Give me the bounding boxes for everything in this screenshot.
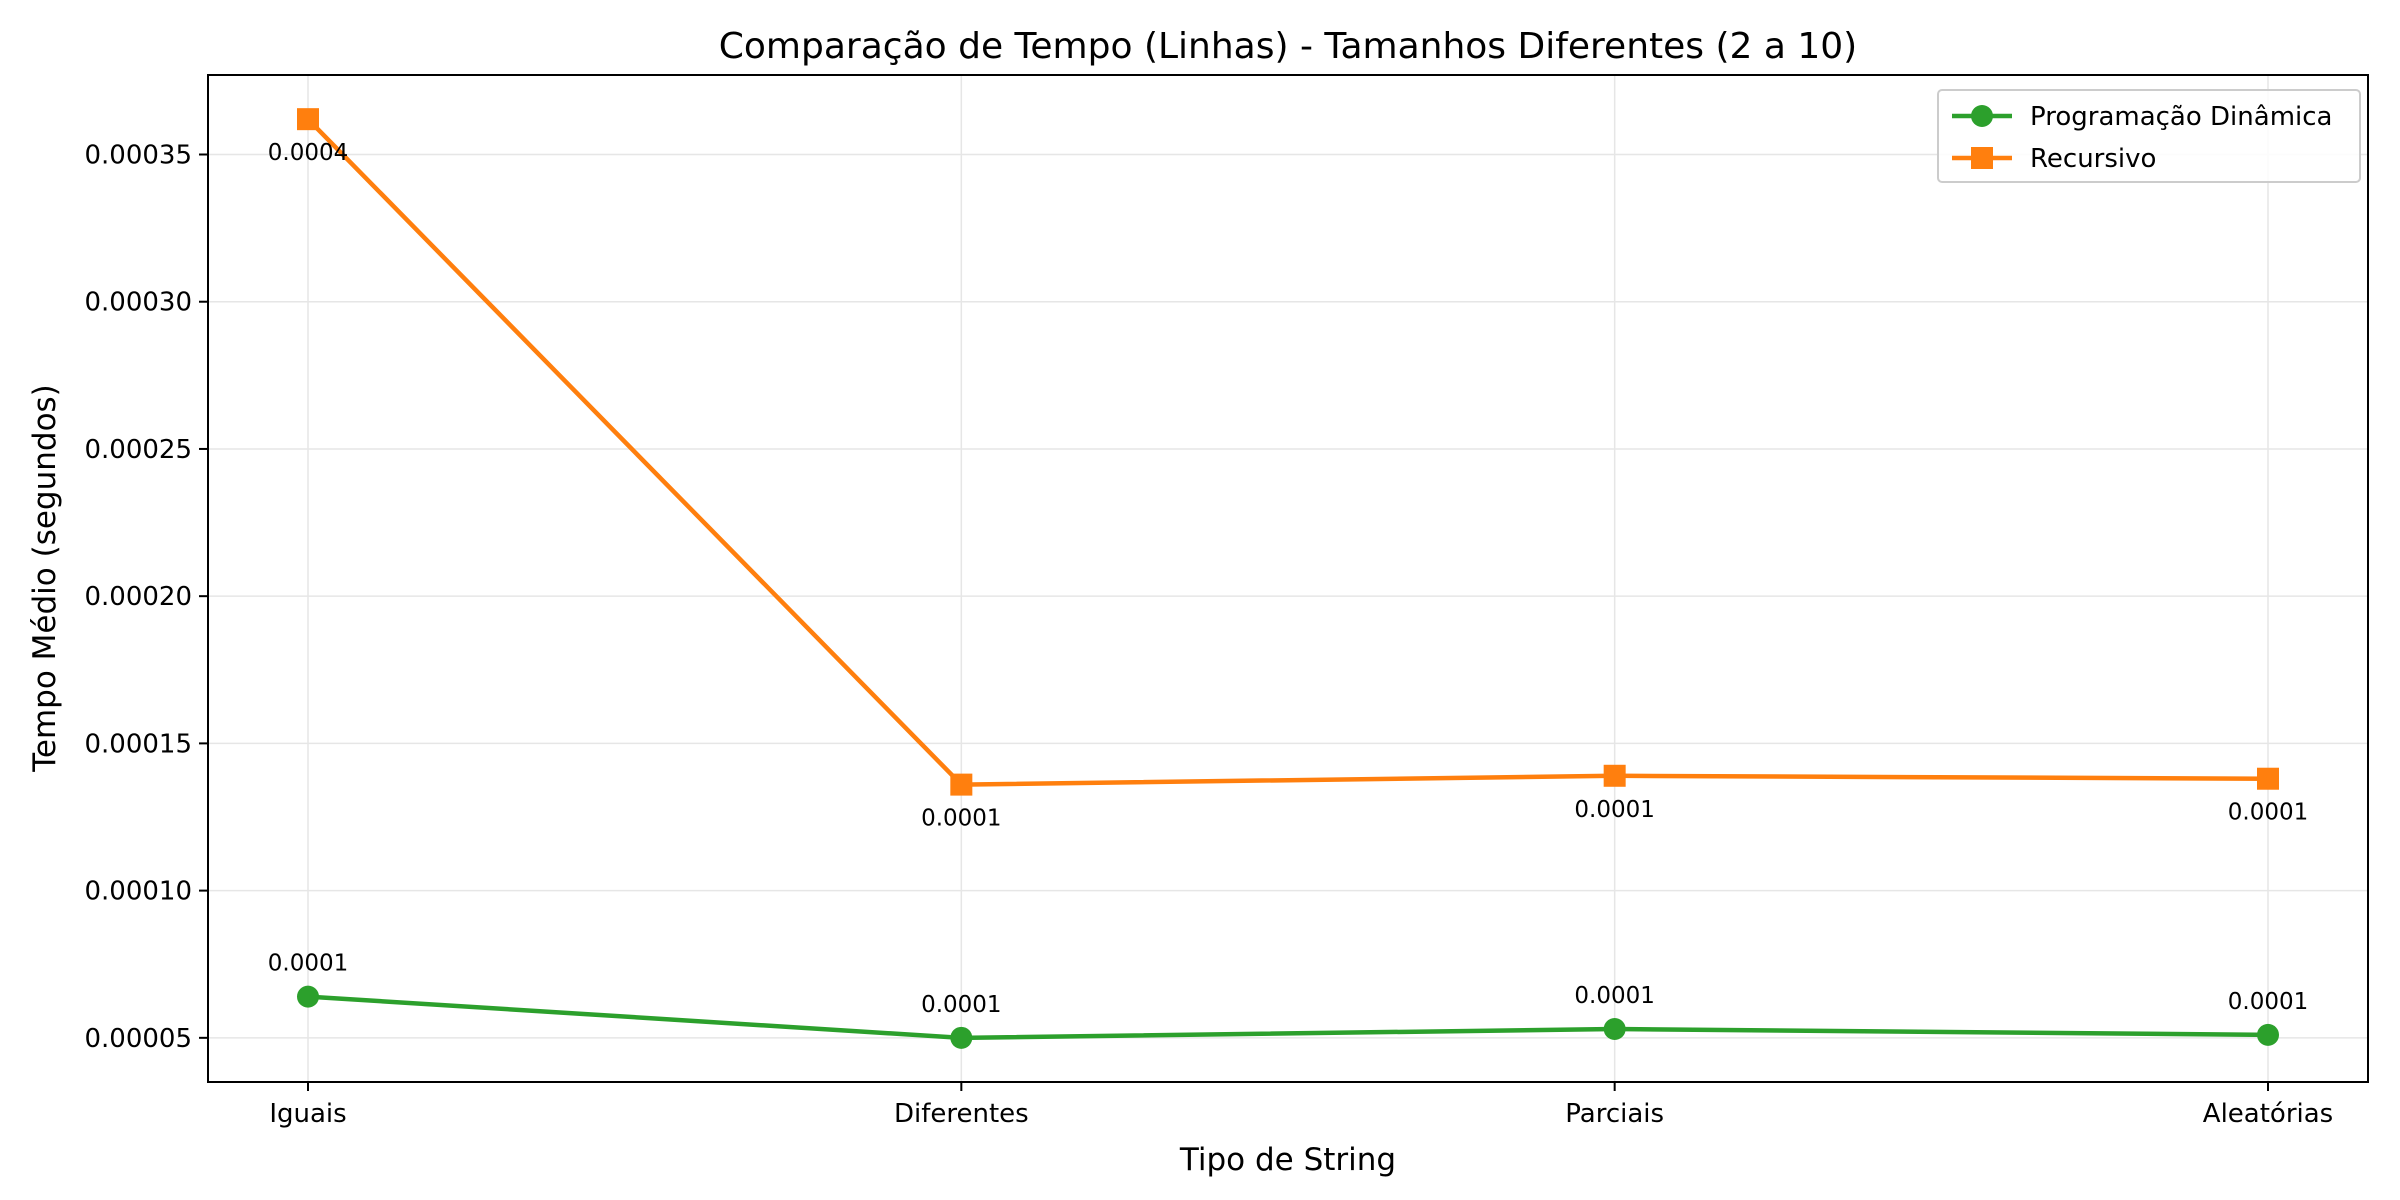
data-label: 0.0001 [2228,989,2308,1015]
data-label: 0.0001 [1574,797,1654,823]
data-label: 0.0001 [1574,983,1654,1009]
legend-label: Programação Dinâmica [2030,102,2332,132]
chart-title: Comparação de Tempo (Linhas) - Tamanhos … [719,26,1857,67]
y-tick-label: 0.00010 [84,877,192,907]
y-tick-label: 0.00030 [84,288,192,318]
data-point [1603,764,1626,787]
data-point [297,108,319,131]
data-label: 0.0004 [268,140,348,166]
y-tick-label: 0.00025 [84,435,192,465]
data-label: 0.0001 [921,806,1001,832]
x-tick-label: Aleatórias [2203,1099,2333,1129]
y-axis-label: Tempo Médio (segundos) [27,384,63,773]
legend-marker [1971,105,1993,127]
legend-marker [1971,147,1993,169]
x-axis-label: Tipo de String [1179,1142,1396,1178]
series-2 [297,108,2279,796]
y-tick-label: 0.00020 [84,582,192,612]
data-point [950,773,973,796]
y-tick-label: 0.00015 [84,729,192,759]
legend: Programação Dinâmica Recursivo [1937,89,2361,183]
series [297,108,2279,1049]
legend-box [1937,89,2361,183]
grid [208,75,2368,1082]
data-point [950,1026,973,1049]
y-tick-label: 0.00005 [84,1024,192,1054]
data-label: 0.0001 [921,992,1001,1018]
x-tick-label: Parciais [1565,1099,1664,1129]
plot-area [207,74,2369,1083]
x-tick-label: Iguais [269,1099,346,1129]
data-point [2257,1023,2279,1046]
data-point [1603,1018,1626,1040]
series-line [307,994,2269,1041]
data-label: 0.0001 [268,951,348,977]
legend-label: Recursivo [2030,144,2156,174]
axis-ticks: Iguais Diferentes Parciais Aleatórias 0.0000… [84,141,2333,1130]
series-1 [297,985,2279,1049]
data-labels: 0.0001 0.0001 0.0001 0.0001 0.0004 0.0001 0.00… [268,140,2308,1018]
series-line [306,117,2269,787]
data-point [297,985,319,1008]
data-point [2257,767,2279,790]
data-label: 0.0001 [2228,800,2308,826]
x-tick-label: Diferentes [894,1099,1029,1129]
y-tick-label: 0.00035 [84,141,192,171]
